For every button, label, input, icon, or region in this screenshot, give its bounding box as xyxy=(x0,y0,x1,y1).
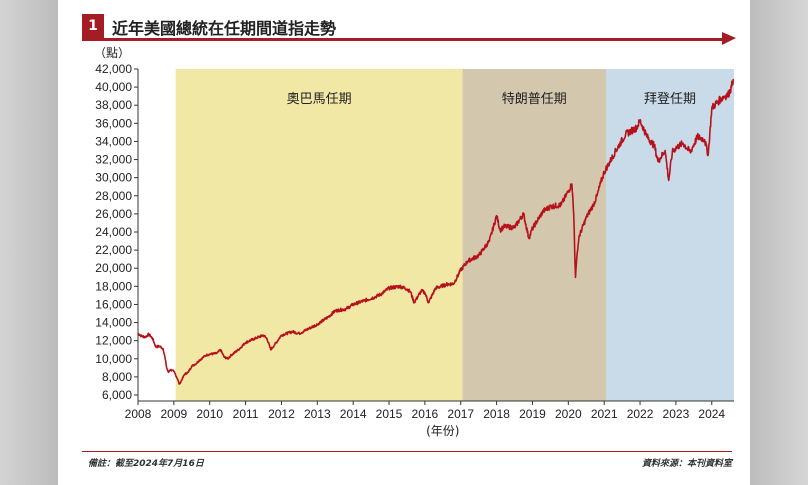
y-tick-label: 24,000 xyxy=(95,225,132,239)
y-tick-label: 14,000 xyxy=(95,316,132,330)
footer-divider xyxy=(82,451,732,452)
x-tick-label: 2011 xyxy=(233,407,259,421)
x-tick-label: 2024 xyxy=(698,407,725,421)
x-axis-label: (年份) xyxy=(426,424,459,438)
x-tick-label: 2010 xyxy=(196,407,223,421)
y-tick-label: 20,000 xyxy=(95,261,132,275)
x-tick-label: 2021 xyxy=(591,407,618,421)
period-label-0: 奧巴馬任期 xyxy=(287,92,352,107)
y-tick-label: 28,000 xyxy=(95,189,132,203)
x-tick-label: 2023 xyxy=(663,407,690,421)
y-tick-label: 40,000 xyxy=(95,80,132,94)
title-bar: 1 近年美國總統在任期間道指走勢 xyxy=(82,14,750,45)
title-underline xyxy=(82,38,728,41)
x-tick-label: 2009 xyxy=(161,407,188,421)
x-tick-label: 2008 xyxy=(125,407,152,421)
period-label-1: 特朗普任期 xyxy=(502,92,567,107)
x-tick-label: 2015 xyxy=(376,407,403,421)
y-tick-label: 30,000 xyxy=(95,171,132,185)
background-edge-right xyxy=(750,0,808,485)
y-tick-label: 8,000 xyxy=(102,370,132,384)
y-tick-label: 10,000 xyxy=(95,352,132,366)
footnote: 備註：截至2024年7月16日 xyxy=(88,459,204,469)
x-tick-label: 2020 xyxy=(555,407,582,421)
y-tick-label: 36,000 xyxy=(95,116,132,130)
y-tick-label: 12,000 xyxy=(95,334,132,348)
x-tick-label: 2022 xyxy=(627,407,654,421)
x-tick-label: 2019 xyxy=(519,407,546,421)
y-tick-label: 32,000 xyxy=(95,153,132,167)
y-tick-label: 34,000 xyxy=(95,134,132,148)
title-arrow-icon xyxy=(722,32,736,45)
y-axis-label: （點） xyxy=(94,46,130,60)
chart-title: 近年美國總統在任期間道指走勢 xyxy=(112,19,337,38)
y-tick-label: 38,000 xyxy=(95,98,132,112)
y-tick-label: 26,000 xyxy=(95,207,132,221)
x-tick-label: 2018 xyxy=(483,407,510,421)
background-edge-left xyxy=(0,0,58,485)
dow-jones-chart: 奧巴馬任期 特朗普任期 拜登任期 42,000 40,000 38,000 36,000 34… xyxy=(94,46,735,438)
figure-number: 1 xyxy=(82,14,104,38)
y-tick-label: 16,000 xyxy=(95,297,132,311)
x-tick-label: 2012 xyxy=(268,407,295,421)
y-tick-label: 18,000 xyxy=(95,279,132,293)
period-band-1 xyxy=(462,69,606,401)
dow-index-line xyxy=(137,78,735,385)
x-tick-label: 2016 xyxy=(412,407,439,421)
y-tick-label: 6,000 xyxy=(102,388,132,402)
y-tick-label: 22,000 xyxy=(95,243,132,257)
y-tick-label: 42,000 xyxy=(95,62,132,76)
period-band-2 xyxy=(605,69,734,401)
x-tick-label: 2013 xyxy=(304,407,331,421)
x-tick-label: 2014 xyxy=(340,407,367,421)
period-label-2: 拜登任期 xyxy=(644,92,696,107)
chart-card: 1 近年美國總統在任期間道指走勢 奧巴馬任期 特朗普任期 拜登任期 42,000 40,… xyxy=(58,0,750,485)
period-band-0 xyxy=(175,69,463,401)
source-credit: 資料來源：本刊資料室 xyxy=(641,459,732,469)
x-tick-label: 2017 xyxy=(447,407,474,421)
